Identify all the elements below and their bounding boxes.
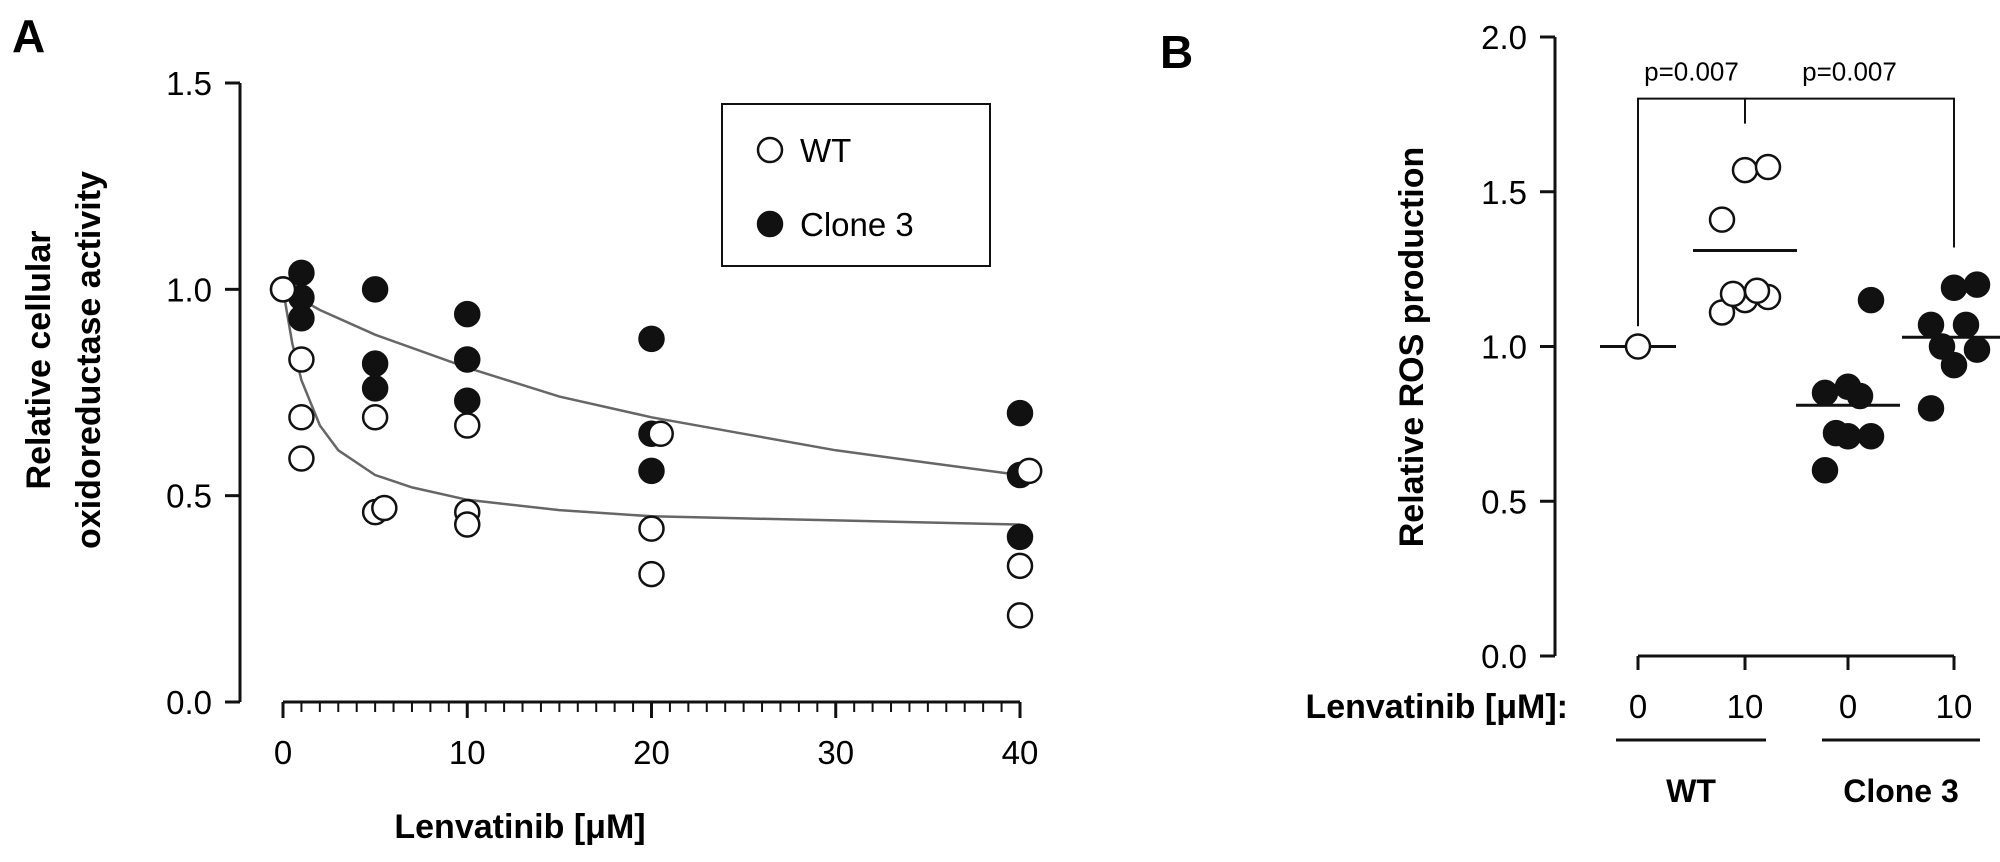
wt-data-point: [288, 445, 315, 472]
panel-a-y-tick-label: 1.0: [166, 271, 212, 308]
panel-b-ylabel: Relative ROS production: [1393, 147, 1431, 548]
panel-a-ylabel-line-2: oxidoreductase activity: [70, 171, 108, 549]
clone3-data-point: [361, 350, 389, 377]
clone3-ros-point: [1928, 333, 1956, 360]
panel-a-x-tick-label: 30: [817, 734, 854, 771]
clone3-ros-point: [1952, 311, 1980, 339]
panel-b-row-label: Lenvatinib [μM]:: [1305, 688, 1568, 726]
panel-a-ylabel-line-1: Relative cellular: [20, 231, 58, 490]
panel-b-dose-label: 10: [1727, 688, 1764, 725]
wt-data-point: [288, 346, 315, 373]
wt-data-point: [454, 511, 481, 538]
wt-fit-curve: [281, 289, 1021, 526]
panel-a-y-tick-label: 1.5: [166, 65, 212, 102]
panel-b-letter: B: [1160, 26, 1193, 78]
panel-a-legend: WT Clone 3: [721, 103, 991, 267]
wt-data-point: [1015, 457, 1043, 485]
clone3-data-point: [454, 387, 481, 415]
wt-ros-point: [1719, 280, 1747, 308]
clone3-data-point: [454, 346, 481, 373]
clone3-ros-point: [1917, 395, 1945, 422]
wt-ros-point: [1624, 333, 1652, 360]
legend-clone3-label: Clone 3: [800, 206, 914, 243]
legend-wt-label: WT: [800, 132, 851, 169]
wt-data-point: [288, 404, 315, 431]
legend-clone3-marker: [756, 210, 784, 238]
wt-data-point: [361, 404, 389, 431]
panel-b-genotype-label: Clone 3: [1843, 773, 1959, 809]
panel-a-letter: A: [12, 10, 45, 62]
panel-b-dose-label: 0: [1839, 688, 1857, 725]
wt-ros-point: [1708, 206, 1736, 233]
clone3-data-point: [1006, 523, 1034, 551]
clone3-data-point: [638, 457, 665, 485]
panel-a-chart: Relative cellular oxidoreductase activit…: [20, 65, 1043, 846]
panel-a-y-tick-label: 0.0: [166, 684, 212, 721]
clone3-fit-curve: [282, 288, 1021, 477]
clone3-ros-point: [1963, 271, 1991, 298]
wt-data-point: [638, 515, 665, 542]
clone3-ros-point: [1857, 286, 1885, 314]
clone3-ros-point: [1917, 311, 1945, 339]
clone3-ros-point: [1811, 457, 1839, 484]
panel-b-y-tick-label: 0.5: [1481, 483, 1527, 520]
panel-b-pvalue: p=0.007: [1802, 57, 1897, 87]
clone3-data-point: [288, 304, 315, 332]
wt-data-point: [638, 560, 665, 588]
clone3-ros-point: [1811, 379, 1839, 407]
clone3-ros-point: [1940, 351, 1968, 379]
wt-ros-point: [1731, 156, 1759, 184]
wt-data-point: [1006, 552, 1034, 580]
wt-ros-point: [1754, 153, 1782, 181]
clone3-ros-point: [1963, 336, 1991, 363]
panel-b-chart: Relative ROS production Lenvatinib [μM]:…: [1305, 19, 2000, 809]
clone3-data-point: [454, 300, 481, 328]
clone3-data-point: [1006, 399, 1034, 427]
clone3-ros-point: [1857, 423, 1885, 450]
wt-data-point: [269, 276, 297, 303]
clone3-data-point: [361, 375, 389, 402]
wt-data-point: [647, 420, 674, 448]
panel-b-comparison-bracket: [1745, 97, 1955, 248]
panel-b-dose-label: 10: [1936, 688, 1973, 725]
wt-data-point: [1006, 602, 1034, 629]
panel-a-x-tick-label: 10: [449, 734, 486, 771]
panel-a-x-tick-label: 40: [1002, 734, 1039, 771]
clone3-data-point: [638, 325, 665, 353]
panel-b-y-tick-label: 1.0: [1481, 329, 1527, 366]
panel-b-y-tick-label: 2.0: [1481, 19, 1527, 56]
legend-box: [721, 103, 991, 267]
panel-a-x-tick-label: 20: [633, 734, 670, 771]
wt-ros-point: [1743, 277, 1771, 305]
wt-data-point: [371, 494, 398, 522]
clone3-ros-point: [1834, 373, 1862, 400]
legend-wt-marker: [756, 136, 784, 164]
panel-b-pvalue: p=0.007: [1644, 57, 1739, 87]
clone3-ros-point: [1822, 419, 1850, 447]
panel-b-genotype-label: WT: [1666, 773, 1716, 809]
panel-b-y-tick-label: 1.5: [1481, 174, 1527, 211]
clone3-data-point: [361, 276, 389, 303]
panel-a-xlabel: Lenvatinib [μM]: [394, 808, 645, 846]
panel-b-comparison-bracket: [1637, 97, 1746, 327]
clone3-ros-point: [1940, 274, 1968, 301]
panel-b-y-tick-label: 0.0: [1481, 638, 1527, 675]
panel-a-x-tick-label: 0: [274, 734, 292, 771]
wt-data-point: [454, 412, 481, 439]
panel-b-dose-label: 0: [1629, 688, 1647, 725]
panel-a-y-tick-label: 0.5: [166, 478, 212, 515]
